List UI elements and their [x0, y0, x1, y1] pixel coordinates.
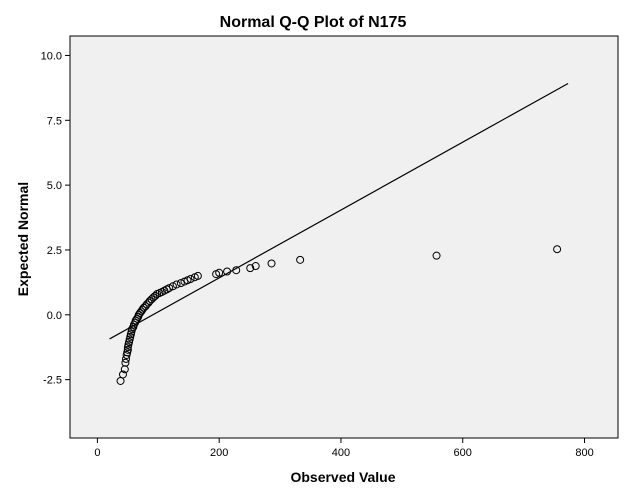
chart-title: Normal Q-Q Plot of N175 — [220, 14, 407, 31]
y-axis-label: Expected Normal — [15, 182, 31, 296]
y-tick-label: 5.0 — [47, 180, 62, 192]
y-tick-label: 10.0 — [41, 50, 62, 62]
y-tick-label: 0.0 — [47, 310, 62, 322]
x-tick-label: 600 — [454, 447, 472, 459]
y-tick-label: -2.5 — [43, 375, 62, 387]
y-tick-label: 7.5 — [47, 115, 62, 127]
x-tick-label: 400 — [332, 447, 350, 459]
x-tick-label: 800 — [575, 447, 593, 459]
x-tick-label: 200 — [210, 447, 228, 459]
x-axis-label: Observed Value — [290, 469, 395, 485]
x-tick-label: 0 — [94, 447, 100, 459]
y-tick-label: 2.5 — [47, 245, 62, 257]
plot-area — [70, 36, 618, 438]
